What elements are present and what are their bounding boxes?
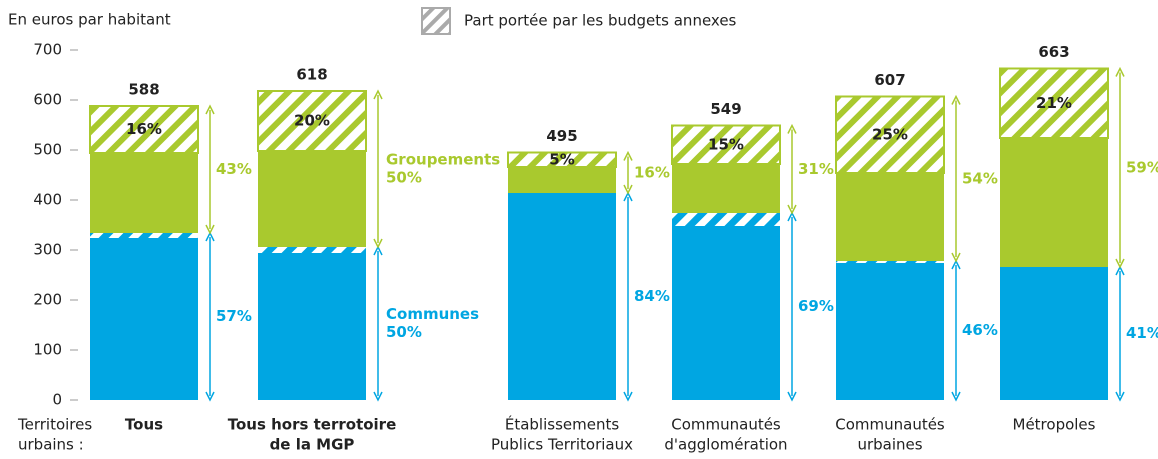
share-label: 50%: [386, 169, 422, 187]
share-label: 54%: [962, 169, 998, 187]
total-label: 588: [128, 81, 159, 99]
total-label: 618: [296, 66, 327, 84]
arrow-groupements-head: [623, 150, 633, 195]
total-label: 495: [546, 127, 577, 145]
bar-communes: [508, 193, 616, 400]
arrow-groupements-head: [951, 94, 961, 263]
y-tick-label: 600: [33, 91, 62, 109]
bar-groupements: [90, 153, 198, 233]
share-label: 46%: [962, 321, 998, 339]
bar-groupements: [1000, 138, 1108, 267]
bar-groupements-annex: [507, 151, 617, 168]
bar-groupements-annex: [671, 124, 781, 165]
x-tick-label: Établissements: [505, 415, 619, 434]
total-label: 549: [710, 100, 741, 118]
annex-share-label: 25%: [872, 125, 908, 143]
x-tick-label: Tous: [125, 416, 163, 434]
total-label: 607: [874, 71, 905, 89]
y-tick-label: 500: [33, 141, 62, 159]
y-tick-label: 700: [33, 41, 62, 59]
share-label: 69%: [798, 297, 834, 315]
bar-communes: [258, 253, 366, 400]
bar-groupements: [508, 167, 616, 193]
annex-share-label: 5%: [549, 150, 574, 168]
annex-share-label: 16%: [126, 120, 162, 138]
x-tick-label: de la MGP: [270, 436, 355, 454]
bar-groupements: [836, 173, 944, 261]
share-label: 59%: [1126, 158, 1158, 176]
y-tick-label: 300: [33, 241, 62, 259]
y-tick-label: 400: [33, 191, 62, 209]
legend-swatch: [421, 7, 451, 35]
y-tick-label: 200: [33, 291, 62, 309]
y-tick-label: 100: [33, 341, 62, 359]
category-prefix: urbains :: [18, 436, 84, 454]
x-tick-label: d'agglomération: [664, 436, 787, 454]
bar-groupements-annex: [89, 105, 199, 154]
y-axis-label: En euros par habitant: [8, 11, 171, 29]
share-label: 41%: [1126, 324, 1158, 342]
bar-communes: [1000, 267, 1108, 400]
bar-groupements: [672, 164, 780, 213]
bar-groupements: [258, 151, 366, 247]
bar-communes-annex: [836, 261, 944, 263]
arrow-groupements-head: [787, 123, 797, 215]
annex-share-label: 20%: [294, 112, 330, 130]
x-tick-label: Communautés: [671, 416, 781, 434]
bar-groupements-annex: [835, 95, 945, 174]
bar-groupements-annex: [999, 67, 1109, 139]
share-label: 31%: [798, 160, 834, 178]
arrow-groupements-head: [373, 89, 383, 249]
series-name: Groupements: [386, 151, 500, 169]
y-tick-label: 0: [52, 391, 62, 409]
share-label: 43%: [216, 160, 252, 178]
category-prefix: Territoires: [17, 416, 92, 434]
share-label: 84%: [634, 287, 670, 305]
bar-communes: [836, 263, 944, 400]
arrow-groupements-head: [1115, 66, 1125, 269]
bar-communes: [672, 226, 780, 400]
x-tick-label: Publics Territoriaux: [491, 436, 633, 454]
annex-share-label: 21%: [1036, 94, 1072, 112]
share-label: 50%: [386, 323, 422, 341]
x-tick-label: urbaines: [857, 436, 922, 454]
total-label: 663: [1038, 43, 1069, 61]
bar-communes-annex: [258, 247, 366, 253]
share-label: 57%: [216, 307, 252, 325]
bar-groupements-annex: [257, 90, 367, 152]
x-tick-label: Communautés: [835, 416, 945, 434]
bar-communes: [90, 238, 198, 400]
bar-communes-annex: [672, 213, 780, 226]
legend-label: Part portée par les budgets annexes: [464, 12, 737, 30]
annex-share-label: 15%: [708, 135, 744, 153]
series-name: Communes: [386, 305, 479, 323]
x-tick-label: Tous hors terrotoire: [228, 416, 397, 434]
share-label: 16%: [634, 163, 670, 181]
bar-communes-annex: [90, 233, 198, 238]
x-tick-label: Métropoles: [1013, 416, 1096, 434]
arrow-groupements-head: [205, 104, 215, 235]
